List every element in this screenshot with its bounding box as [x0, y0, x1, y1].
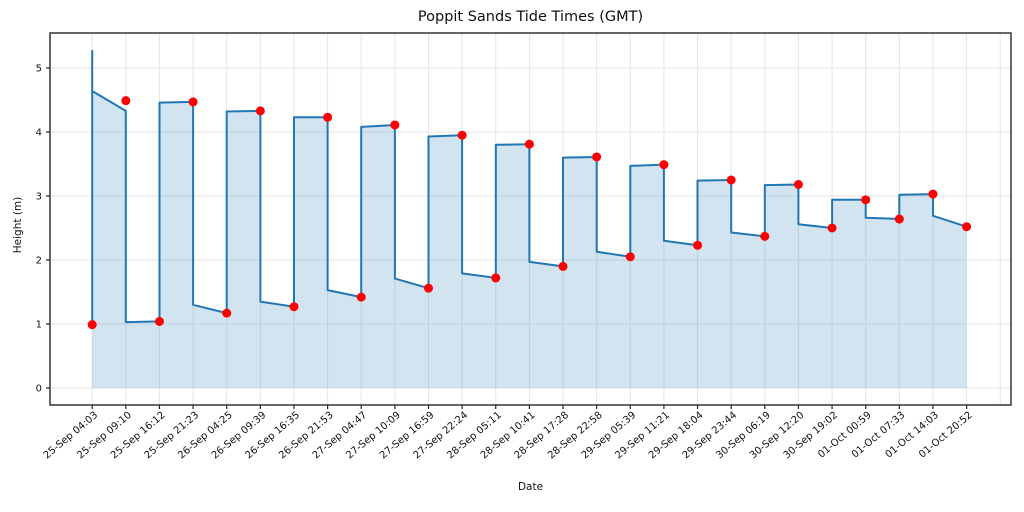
- tide-extreme-dot: [861, 195, 871, 205]
- tide-extreme-dot: [894, 214, 904, 224]
- tide-extreme-dot: [693, 240, 703, 250]
- tide-extreme-dot: [457, 130, 467, 140]
- tide-extreme-dot: [222, 308, 232, 318]
- tide-line: [91, 50, 967, 326]
- tide-extreme-dot: [928, 189, 938, 199]
- tide-extreme-dot: [323, 112, 333, 122]
- tide-extreme-dot: [424, 283, 433, 293]
- y-tick-label: 2: [36, 256, 42, 267]
- tide-extreme-dot: [356, 292, 366, 302]
- tide-extreme-dot: [154, 316, 164, 326]
- tide-extreme-dot: [726, 175, 736, 185]
- y-tick-label: 0: [36, 384, 42, 395]
- tide-extreme-dot: [188, 97, 198, 107]
- tide-extreme-dot: [390, 120, 400, 130]
- tide-extreme-dot: [558, 261, 568, 271]
- tide-extreme-dot: [962, 222, 972, 232]
- tide-extreme-dot: [625, 252, 635, 262]
- y-tick-label: 1: [36, 320, 42, 331]
- tide-extreme-dot: [827, 223, 837, 233]
- y-tick-label: 3: [36, 192, 42, 203]
- tide-extreme-dot: [491, 273, 501, 283]
- y-tick-label: 4: [36, 128, 42, 139]
- tide-extreme-dot: [659, 160, 669, 170]
- y-tick-label: 5: [36, 64, 42, 75]
- x-axis-label: Date: [517, 481, 544, 493]
- tide-extreme-dot: [793, 179, 803, 189]
- tide-extreme-dot: [760, 231, 770, 241]
- chart-title: Poppit Sands Tide Times (GMT): [417, 9, 644, 25]
- tide-extreme-dot: [524, 139, 534, 149]
- tide-extreme-dot: [121, 96, 131, 106]
- tide-extreme-dot: [592, 152, 602, 162]
- tide-extreme-dot: [255, 106, 265, 116]
- tide-extreme-dot: [289, 302, 299, 312]
- tide-extreme-dot: [87, 320, 97, 330]
- plot-border: [49, 32, 1012, 406]
